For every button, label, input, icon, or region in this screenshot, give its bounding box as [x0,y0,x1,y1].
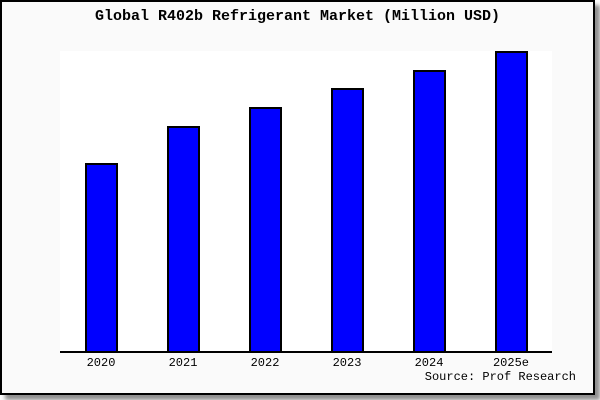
source-note: Source: Prof Research [424,370,576,384]
x-tick-label-2022: 2022 [250,356,280,370]
x-axis-labels: 2020 2021 2022 2023 2024 2025e [60,356,552,370]
bar-2021 [166,125,200,351]
bar-slot-2023 [306,51,388,351]
bar-slot-2020 [60,51,142,351]
bar-slot-2025e [470,51,552,351]
x-tick-label-2023: 2023 [332,356,362,370]
bar-slot-2021 [142,51,224,351]
bar-2022 [248,106,282,351]
x-tick-label-2025e: 2025e [492,356,529,370]
bar-2023 [330,87,364,351]
chart-figure: Global R402b Refrigerant Market (Million… [0,0,595,395]
chart-title: Global R402b Refrigerant Market (Million… [94,8,501,25]
x-tick-label-2020: 2020 [86,356,116,370]
bar-2020 [84,162,118,351]
bar-slot-2024 [388,51,470,351]
bar-2025e [494,51,528,351]
x-tick-label-2024: 2024 [414,356,444,370]
x-tick-label-2021: 2021 [168,356,198,370]
plot-area [60,51,552,353]
bar-slot-2022 [224,51,306,351]
bar-2024 [412,69,446,351]
